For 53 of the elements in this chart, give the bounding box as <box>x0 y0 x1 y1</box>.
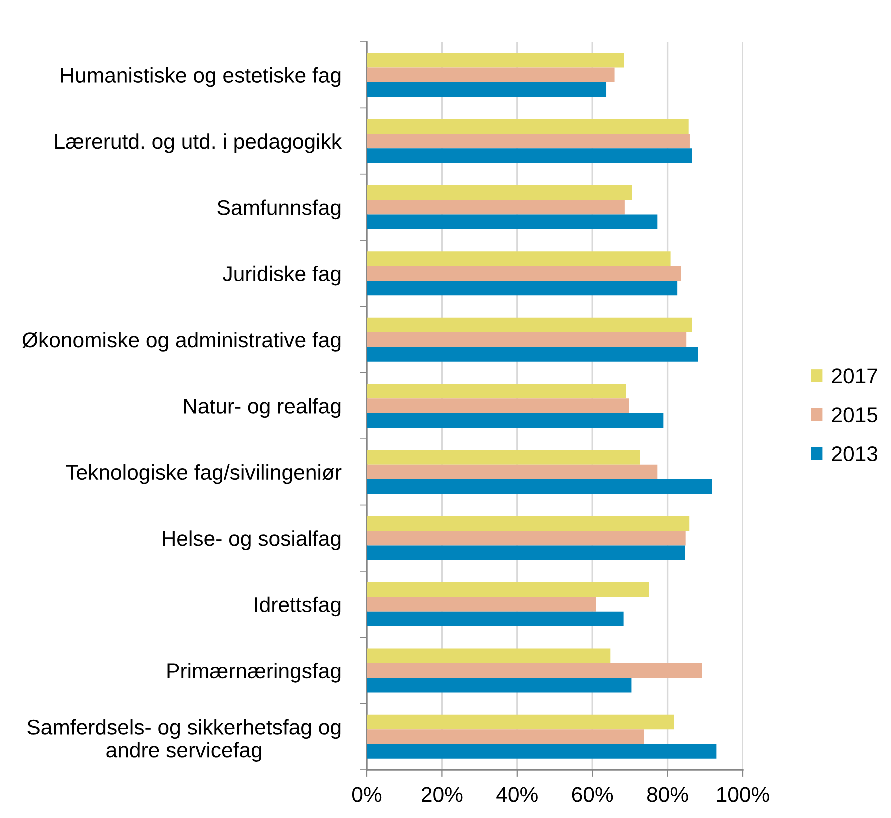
bar <box>367 119 689 134</box>
bar <box>367 730 644 744</box>
legend-label: 2013 <box>832 446 878 462</box>
bar <box>367 318 692 332</box>
bar <box>367 384 626 399</box>
bar <box>367 546 686 560</box>
y-tick-label: Økonomiske og administrative fag <box>22 332 341 352</box>
y-tick-label: Teknologiske fag/sivilingeniør <box>66 464 342 484</box>
bar <box>367 516 690 532</box>
bar <box>367 450 640 465</box>
bar <box>367 398 630 414</box>
bar <box>367 134 690 149</box>
x-tick-label: 60% <box>572 787 614 802</box>
x-tick-label: 80% <box>647 787 688 802</box>
bar <box>367 200 625 215</box>
y-tick-label: Lærerutd. og utd. i pedagogikk <box>56 134 342 154</box>
legend-label: 2017 <box>832 368 878 384</box>
x-tick-label: 100% <box>717 787 770 802</box>
y-tick-label: Natur- og realfag <box>184 398 341 418</box>
bar <box>367 82 607 98</box>
bar <box>367 663 702 678</box>
bar <box>367 68 615 82</box>
y-tick-label: Primærnæringsfag <box>168 663 341 683</box>
bar <box>367 582 649 598</box>
bar <box>367 347 698 362</box>
y-tick-label: Samferdsels- og sikkerhetsfag og andre servicefag <box>28 719 341 762</box>
y-tick-label: Humanistiske og estetiske fag <box>61 67 341 88</box>
bar <box>367 464 658 480</box>
bar <box>367 531 686 546</box>
bar <box>367 214 658 230</box>
bar <box>367 648 611 664</box>
x-tick-label: 40% <box>496 787 538 802</box>
bar <box>367 53 624 68</box>
y-tick-label: Samfunnsfag <box>218 200 341 220</box>
y-tick-label: Idrettsfag <box>255 596 341 617</box>
x-tick-label: 20% <box>422 787 463 802</box>
bar <box>367 597 596 612</box>
bar <box>367 280 678 296</box>
bar <box>367 413 664 428</box>
legend-label: 2015 <box>832 408 878 423</box>
bar <box>367 332 687 348</box>
x-tick-label: 0% <box>352 787 382 802</box>
bar <box>367 678 632 693</box>
bar <box>367 714 674 730</box>
bar <box>367 744 717 759</box>
bar <box>367 266 682 281</box>
bar <box>367 148 692 164</box>
y-tick-label: Juridiske fag <box>223 266 341 286</box>
bar <box>367 612 624 627</box>
bar <box>367 185 632 200</box>
y-tick-label: Helse- og sosialfag <box>163 530 341 550</box>
bar <box>367 480 712 494</box>
bar <box>367 252 671 266</box>
